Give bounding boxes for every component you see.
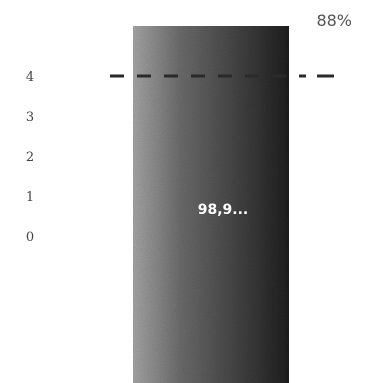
y-tick-label: 2 (26, 150, 34, 165)
y-tick-label: 4 (26, 70, 34, 85)
bar-value (133, 26, 289, 383)
y-tick-label: 1 (26, 190, 34, 205)
y-axis: 0 1 2 3 4 (26, 70, 34, 245)
target-percentage-label: 88% (316, 11, 352, 30)
y-tick-label: 0 (26, 230, 34, 245)
y-tick-label: 3 (26, 110, 34, 125)
bar-value-label: 98,9... (198, 202, 249, 218)
